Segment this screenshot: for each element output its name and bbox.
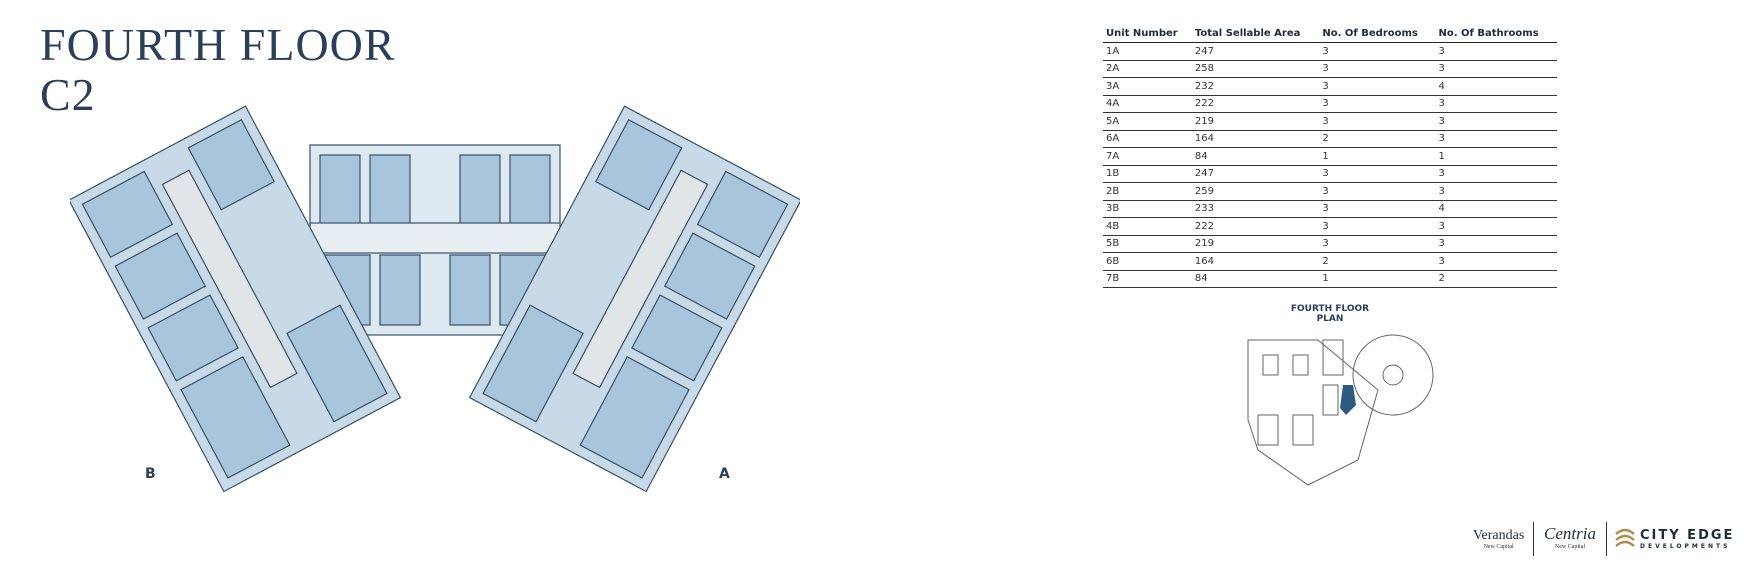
table-cell: 3	[1435, 182, 1557, 201]
table-cell: 3	[1319, 60, 1436, 78]
divider	[1533, 522, 1534, 556]
table-cell: 3	[1319, 217, 1436, 236]
table-cell: 219	[1191, 112, 1320, 131]
table-cell: 7A	[1103, 147, 1192, 166]
table-row: 4A 222 3 3	[1103, 95, 1557, 113]
column-header: No. Of Bedrooms	[1319, 24, 1436, 43]
table-cell: 4	[1435, 77, 1557, 96]
table-cell: 4B	[1103, 217, 1192, 236]
logo-text: Verandas	[1473, 528, 1525, 543]
table-cell: 3	[1435, 252, 1557, 271]
table-cell: 6A	[1103, 130, 1192, 148]
logo-text: Centria	[1544, 524, 1596, 543]
table-cell: 219	[1191, 235, 1320, 253]
table-row: 7A 84 1 1	[1103, 147, 1557, 166]
table-cell: 3	[1319, 165, 1436, 183]
table-cell: 164	[1191, 130, 1320, 148]
logo-sub: New Capital	[1483, 544, 1514, 550]
table-cell: 1	[1319, 147, 1436, 166]
table-row: 6A 164 2 3	[1103, 130, 1557, 148]
table-row: 2B 259 3 3	[1103, 182, 1557, 201]
logo-text: CITY EDGE	[1640, 528, 1735, 543]
table-row: 1A 247 3 3	[1103, 42, 1557, 61]
table-cell: 222	[1191, 95, 1320, 113]
table-cell: 1	[1435, 147, 1557, 166]
table-cell: 3	[1319, 200, 1436, 218]
wing-label: B	[145, 466, 156, 482]
logo-sub: New Capital	[1554, 544, 1586, 550]
table-cell: 84	[1191, 147, 1320, 166]
wing-label: A	[719, 466, 730, 482]
table-cell: 247	[1191, 42, 1320, 61]
table-cell: 2	[1435, 270, 1557, 288]
table-cell: 258	[1191, 60, 1320, 78]
table-cell: 247	[1191, 165, 1320, 183]
table-cell: 3	[1319, 95, 1436, 113]
table-cell: 1B	[1103, 165, 1192, 183]
city-edge-mark	[1615, 528, 1635, 547]
table-cell: 4A	[1103, 95, 1192, 113]
table-row: 1B 247 3 3	[1103, 165, 1557, 183]
key-plan	[1247, 334, 1434, 486]
table-cell: 222	[1191, 217, 1320, 236]
table-cell: 1A	[1103, 42, 1192, 61]
table-cell: 233	[1191, 200, 1320, 218]
key-plan-title: FOURTH FLOOR PLAN	[1290, 304, 1370, 324]
floor-plan	[70, 105, 800, 493]
building-code: C2	[40, 69, 96, 120]
table-cell: 259	[1191, 182, 1320, 201]
table-cell: 2	[1319, 130, 1436, 148]
table-row: 4B 222 3 3	[1103, 217, 1557, 236]
table-row: 3B 233 3 4	[1103, 200, 1557, 218]
table-cell: 3	[1435, 60, 1557, 78]
table-cell: 3	[1435, 112, 1557, 131]
table-row: 7B 84 1 2	[1103, 270, 1557, 288]
table-cell: 3	[1319, 42, 1436, 61]
city-edge-logo: CITY EDGE DEVELOPMENTS	[1640, 528, 1734, 550]
table-cell: 3	[1435, 165, 1557, 183]
divider	[1606, 522, 1607, 556]
table-cell: 3B	[1103, 200, 1192, 218]
table-cell: 2	[1319, 252, 1436, 271]
table-cell: 3	[1319, 235, 1436, 253]
table-cell: 6B	[1103, 252, 1192, 271]
table-row: 5A 219 3 3	[1103, 112, 1557, 131]
centria-logo: Centria New Capital	[1544, 524, 1596, 550]
table-cell: 3	[1435, 42, 1557, 61]
floor-title: FOURTH FLOOR	[40, 19, 396, 70]
table-cell: 5B	[1103, 235, 1192, 253]
logo-sub: DEVELOPMENTS	[1640, 543, 1731, 550]
table-cell: 3	[1435, 235, 1557, 253]
table-cell: 84	[1191, 270, 1320, 288]
table-cell: 1	[1319, 270, 1436, 288]
table-cell: 3	[1435, 95, 1557, 113]
table-row: 3A 232 3 4	[1103, 77, 1557, 96]
table-cell: 3A	[1103, 77, 1192, 96]
column-header: Unit Number	[1103, 24, 1192, 43]
table-cell: 3	[1319, 77, 1436, 96]
table-cell: 232	[1191, 77, 1320, 96]
column-header: No. Of Bathrooms	[1435, 24, 1557, 43]
table-cell: 2B	[1103, 182, 1192, 201]
table-cell: 3	[1319, 112, 1436, 131]
table-row: 6B 164 2 3	[1103, 252, 1557, 271]
table-cell: 3	[1435, 130, 1557, 148]
unit-table: Unit Number Total Sellable Area No. Of Bed…	[1103, 24, 1557, 288]
table-cell: 4	[1435, 200, 1557, 218]
table-cell: 3	[1319, 182, 1436, 201]
column-header: Total Sellable Area	[1191, 24, 1320, 43]
table-cell: 5A	[1103, 112, 1192, 131]
table-row: 5B 219 3 3	[1103, 235, 1557, 253]
table-row: 2A 258 3 3	[1103, 60, 1557, 78]
table-cell: 7B	[1103, 270, 1192, 288]
table-cell: 3	[1435, 217, 1557, 236]
table-cell: 2A	[1103, 60, 1192, 78]
verandas-logo: Verandas New Capital	[1473, 528, 1524, 550]
table-cell: 164	[1191, 252, 1320, 271]
